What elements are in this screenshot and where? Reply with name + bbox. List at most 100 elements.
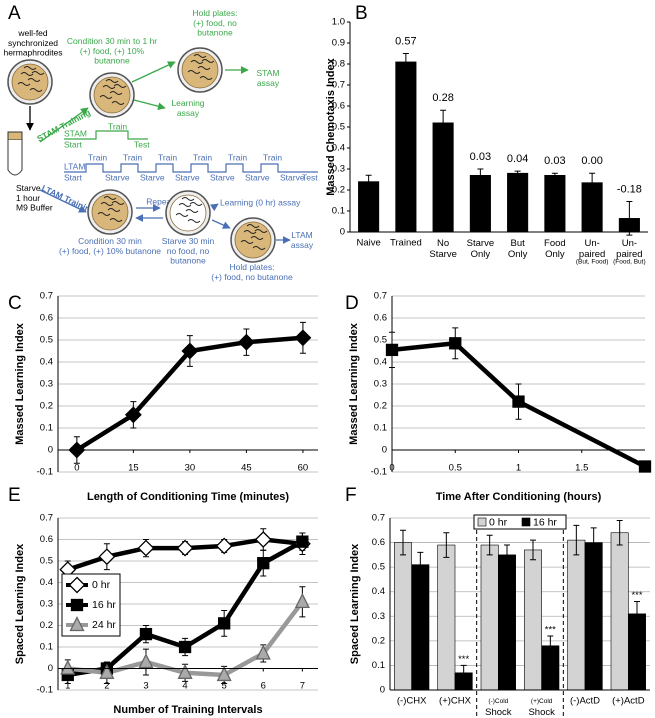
marker	[178, 640, 192, 654]
stam-assay: STAM assay	[257, 68, 280, 88]
ltam-step: Train	[193, 152, 212, 162]
series-line	[391, 341, 647, 469]
y-tick-label: 0.7	[332, 80, 345, 91]
petri-agar	[234, 221, 272, 259]
petri-agar	[91, 193, 129, 231]
y-tick-label: 0.7	[40, 291, 53, 302]
marker	[512, 395, 525, 408]
bar	[358, 181, 380, 233]
x-tick-label: Starve Only	[467, 238, 494, 260]
y-axis-title: Spaced Learning Index	[14, 543, 26, 664]
y-tick-label: 0.1	[40, 642, 53, 653]
error-bar	[547, 635, 554, 657]
x-tick-label: (+)ActD	[612, 696, 645, 707]
y-tick-label: 0.5	[40, 556, 53, 567]
worm	[111, 101, 125, 105]
error-bar	[402, 53, 409, 71]
y-tick-label: 0	[340, 227, 345, 238]
x-tick-label: (-)Cold Shock	[485, 698, 512, 718]
worm	[178, 203, 192, 207]
x-tick-label: Un-paired (But, Food)	[576, 238, 609, 266]
significance-label: ***	[545, 624, 556, 635]
worm	[246, 224, 260, 228]
y-tick-label: -0.1	[37, 685, 53, 696]
marker	[139, 627, 153, 641]
worm	[99, 95, 113, 99]
marker	[296, 535, 309, 548]
error-bar	[514, 170, 521, 176]
start-text: well-fed synchronized hermaphrodites	[3, 28, 62, 58]
y-tick-label: -0.1	[37, 467, 53, 478]
y-axis-title: Spaced Learning Index	[349, 543, 361, 664]
error-bar	[365, 174, 372, 189]
marker	[215, 537, 233, 555]
panel-letter: F	[345, 485, 357, 506]
bar	[524, 549, 542, 691]
x-tick-label: 1	[516, 463, 521, 474]
y-tick-label: 0.4	[332, 143, 345, 154]
x-tick-label: Food Only	[544, 238, 566, 260]
y-tick-label: 0.4	[40, 357, 53, 368]
bar-label: 0.28	[432, 92, 453, 104]
y-tick-label: -0.1	[371, 467, 387, 478]
error-bar	[417, 551, 424, 578]
marker	[294, 592, 310, 608]
worm	[250, 236, 264, 240]
y-tick-label: 0.2	[40, 620, 53, 631]
bar	[411, 564, 430, 691]
worm	[187, 70, 201, 74]
y-tick-label: 0.5	[374, 335, 387, 346]
ltam-start: Start	[64, 172, 83, 182]
y-tick-label: 0.3	[374, 379, 387, 390]
legend-label: 24 hr	[92, 619, 116, 631]
x-tick-label: 15	[128, 463, 139, 474]
x-tick-label: No Starve	[429, 238, 456, 260]
error-bar	[400, 529, 406, 556]
legend-label: 0 hr	[489, 516, 508, 528]
stam-hold: Hold plates: (+) food, no butanone	[193, 8, 238, 38]
y-tick-label: 0.7	[374, 291, 387, 302]
panel-letter: B	[355, 3, 368, 24]
ltam-label: LTAM	[64, 161, 85, 171]
x-tick-label: 30	[185, 463, 196, 474]
x-axis-title: Length of Conditioning Time (minutes)	[87, 491, 289, 503]
error-bar	[573, 524, 580, 556]
ltam-step: Train	[88, 152, 107, 162]
dishes	[7, 47, 276, 263]
panel-letter: E	[8, 485, 21, 506]
y-tick-label: 0.1	[332, 206, 345, 217]
petri-agar	[169, 194, 207, 232]
x-axis-title: Number of Training Intervals	[113, 704, 262, 716]
learning-assay: Learning assay	[171, 98, 204, 118]
worm	[240, 240, 254, 244]
stam-start: Start	[64, 139, 83, 149]
x-tick-label: 60	[298, 463, 309, 474]
petri-agar	[93, 76, 131, 114]
y-tick-label: 0.6	[40, 313, 53, 324]
x-tick-label: (+)CHX	[439, 696, 472, 707]
petri-agar	[181, 51, 219, 89]
ltam-step: Train	[263, 152, 282, 162]
bar	[544, 175, 566, 233]
y-tick-label: 0.5	[40, 335, 53, 346]
y-axis-title: Massed Learning Index	[14, 322, 26, 445]
y-tick-label: 0	[48, 445, 53, 456]
error-bar	[530, 539, 536, 561]
petri-agar	[11, 63, 49, 101]
legend-label: 16 hr	[92, 599, 116, 611]
error-bar	[477, 168, 484, 183]
y-tick-label: 0.7	[40, 513, 53, 524]
y-tick-label: 0.4	[40, 577, 53, 588]
bar-label: 0.00	[581, 155, 602, 167]
bar	[394, 542, 412, 691]
x-tick-label: But Only	[508, 238, 528, 260]
ltam-condition: Condition 30 min (+) food, (+) 10% butano…	[59, 236, 161, 256]
bar-label: 0.03	[544, 155, 565, 167]
y-tick-label: 0.2	[374, 401, 387, 412]
x-tick-label: 2	[104, 681, 109, 692]
worm	[252, 246, 266, 250]
x-tick-label: 0.5	[449, 463, 462, 474]
worm	[254, 229, 268, 233]
